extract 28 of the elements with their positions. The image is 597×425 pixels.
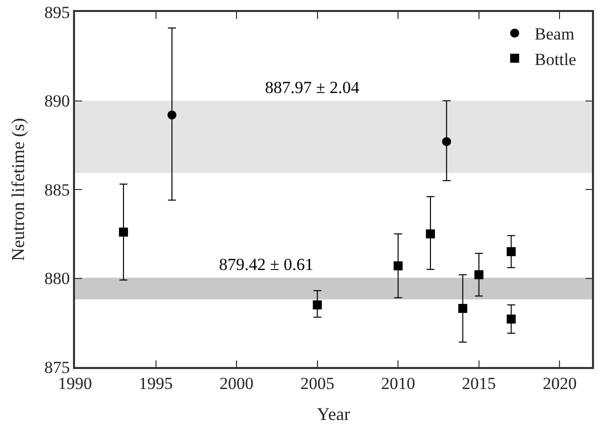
y-tick-label: 890 (44, 92, 70, 111)
point (506, 247, 516, 256)
y-tick-label: 885 (44, 180, 70, 200)
x-axis-title: Year (316, 404, 350, 424)
y-tick-label: 895 (44, 2, 70, 22)
y-tick-label: 880 (44, 269, 70, 288)
point (312, 300, 322, 310)
point (167, 110, 176, 120)
y-axis-title: Neutron lifetime (s) (8, 118, 28, 261)
point (118, 228, 128, 237)
point (442, 137, 452, 146)
point (458, 304, 468, 313)
band-label: 879.42 ± 0.61 (219, 255, 314, 274)
point (506, 314, 516, 324)
x-tick-label: 2010 (381, 374, 416, 394)
legend-label: Beam (534, 24, 574, 44)
point (426, 229, 435, 238)
band-label: 887.97 ± 2.04 (265, 78, 360, 97)
point (474, 270, 484, 280)
x-tick-label: 2005 (300, 374, 334, 394)
legend-label: Bottle (534, 50, 576, 69)
y-tick-label: 875 (44, 358, 70, 377)
x-tick-label: 2015 (462, 374, 496, 394)
x-tick-label: 1995 (138, 374, 173, 394)
x-tick-label: 2020 (542, 374, 577, 394)
x-tick-label: 2000 (220, 374, 254, 394)
point (394, 261, 403, 270)
x-tick-label: 1990 (58, 374, 92, 394)
